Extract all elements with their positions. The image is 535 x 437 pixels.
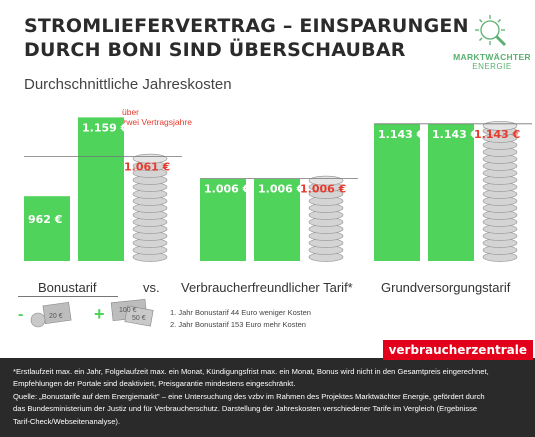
footer-text: *Erstlaufzeit max. ein Jahr, Folgelaufze…: [13, 366, 525, 428]
bar-value-label-0-0: 962 €: [28, 213, 62, 226]
average-label-2: 1.143 €: [474, 128, 520, 141]
verbraucherzentrale-logo: verbraucherzentrale: [382, 340, 533, 360]
money-plus-text: 100 €: [119, 307, 137, 314]
bonustarif-underline: [18, 296, 118, 297]
bar-0-1: [78, 117, 124, 262]
money-minus-text: 20 €: [49, 313, 63, 320]
group-label-bonustarif: Bonustarif: [38, 280, 97, 295]
title-line-1: STROMLIEFERVERTRAG – EINSPARUNGEN: [24, 15, 469, 37]
bar-value-label-1-0: 1.006 €: [204, 183, 250, 196]
bar-2-1: [428, 123, 474, 261]
note-line-1: 1. Jahr Bonustarif 44 Euro weniger Koste…: [170, 308, 311, 317]
footer-line-1: *Erstlaufzeit max. ein Jahr, Folgelaufze…: [13, 367, 489, 376]
plus-sign: +: [94, 304, 105, 324]
chart-subtitle: Durchschnittliche Jahreskosten: [24, 76, 232, 93]
bar-chart: über zwei Vertragsjahre 962 €1. Jahr1.15…: [24, 107, 532, 270]
title-line-2: DURCH BONI SIND ÜBERSCHAUBAR: [24, 39, 406, 61]
money-plus-icon: 100 € 50 €: [110, 298, 154, 327]
annotation-line-1: über: [122, 107, 139, 117]
magnifier-icon: [475, 15, 507, 47]
logo-line-1: MARKTWÄCHTER: [453, 52, 531, 62]
bar-value-label-1-1: 1.006 €: [258, 183, 304, 196]
money-minus-icon: 20 €: [30, 301, 72, 328]
footer-line-3: Quelle: „Bonustarife auf dem Energiemark…: [13, 391, 485, 401]
bar-value-label-0-1: 1.159 €: [82, 121, 128, 134]
annotation-line-2: zwei Vertragsjahre: [122, 117, 192, 127]
footer: verbraucherzentrale *Erstlaufzeit max. e…: [0, 340, 535, 437]
marktwaechter-logo: MARKTWÄCHTER ENERGIE: [452, 10, 532, 72]
bar-1-0: [200, 178, 246, 261]
bar-value-label-2-1: 1.143 €: [432, 128, 478, 141]
average-label-1: 1.006 €: [300, 183, 346, 196]
footer-line-2: Empfehlungen der Portale sind deaktivier…: [13, 379, 296, 389]
group-label-grundversorgung: Grundversorgungstarif: [381, 280, 511, 295]
money-plus-text-2: 50 €: [132, 315, 146, 322]
footer-line-4: das Bundesministerium der Justiz und für…: [13, 404, 478, 414]
group-label-verbraucherfreundlich: Verbraucherfreundlicher Tarif*: [181, 280, 353, 295]
bar-2-0: [374, 123, 420, 261]
vs-label: vs.: [143, 280, 160, 295]
average-label-0: 1.061 €: [124, 161, 170, 174]
note-line-2: 2. Jahr Bonustarif 153 Euro mehr Kosten: [170, 320, 306, 329]
chart-title: STROMLIEFERVERTRAG – EINSPARUNGEN DURCH …: [24, 14, 469, 62]
bar-1-1: [254, 178, 300, 261]
bar-value-label-2-0: 1.143 €: [378, 128, 424, 141]
bar-0-0: [24, 196, 70, 261]
logo-line-2: ENERGIE: [472, 62, 512, 71]
minus-sign: -: [18, 306, 24, 323]
footer-line-5: Tarif-Check/Webseitenanalyse).: [13, 416, 121, 426]
